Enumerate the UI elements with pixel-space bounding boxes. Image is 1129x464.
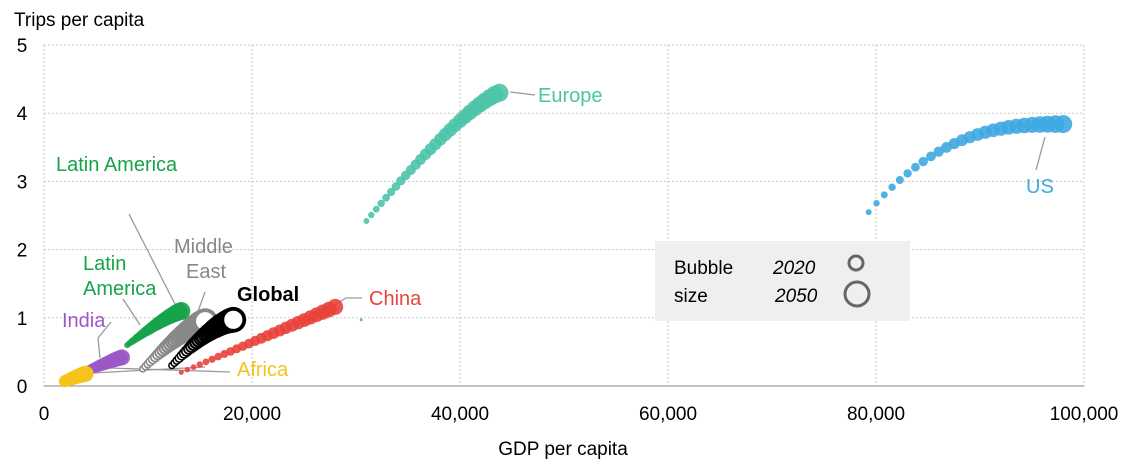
label-connector xyxy=(109,367,231,373)
africa-bubble xyxy=(77,365,94,382)
africa-label: Africa xyxy=(237,359,289,381)
us-bubble xyxy=(911,162,920,172)
label-connector xyxy=(1035,136,1046,171)
latin-america-label-2: Latin America xyxy=(83,253,157,300)
us-bubble xyxy=(903,169,912,178)
legend-circle-2020 xyxy=(847,254,865,272)
y-tick-label: 1 xyxy=(17,309,28,330)
china-bubble xyxy=(208,355,216,363)
x-tick-label: 80,000 xyxy=(847,404,905,425)
bubbles xyxy=(58,83,1073,388)
china-bubble xyxy=(184,367,191,373)
europe-bubble xyxy=(372,205,380,213)
us-bubble xyxy=(865,209,872,216)
y-tick-label: 2 xyxy=(17,241,28,262)
legend-title-line2: size xyxy=(674,286,708,307)
x-tick-label: 100,000 xyxy=(1050,404,1119,425)
tick-labels: 0 1 2 3 4 5 0 20,000 40,000 60,000 80,000 100,000 xyxy=(17,36,1119,425)
grid xyxy=(43,44,1085,387)
x-tick-label: 0 xyxy=(39,404,50,425)
us-bubble xyxy=(918,156,928,167)
x-tick-label: 40,000 xyxy=(431,404,489,425)
us-bubble xyxy=(895,176,904,184)
europe-bubble xyxy=(387,187,396,197)
x-axis-title: GDP per capita xyxy=(498,439,628,460)
latin-america-label: Latin America xyxy=(56,154,178,176)
series-labels: Europe US China Latin America Latin America Mi… xyxy=(56,85,1054,381)
bubble-size-legend: Bubble size 2020 2050 xyxy=(655,241,910,321)
y-axis-title: Trips per capita xyxy=(14,10,145,31)
europe-bubble xyxy=(490,83,509,102)
china-bubble xyxy=(178,369,184,375)
china-label: China xyxy=(369,288,422,310)
label-connector xyxy=(128,213,179,311)
legend-entry-2050: 2050 xyxy=(774,286,818,307)
china-bubble xyxy=(214,352,222,361)
india-bubble xyxy=(114,349,130,366)
europe-bubble xyxy=(377,199,385,208)
middle-east-label: Middle East xyxy=(174,236,233,283)
x-tick-label: 60,000 xyxy=(639,404,697,425)
x-tick-label: 20,000 xyxy=(223,404,281,425)
europe-bubble xyxy=(359,318,363,322)
y-tick-label: 4 xyxy=(17,104,28,125)
china-bubble xyxy=(202,358,210,366)
y-tick-label: 3 xyxy=(17,172,28,193)
legend-title-line1: Bubble xyxy=(674,258,733,279)
latin-america-bubble xyxy=(172,302,191,320)
europe-bubble xyxy=(382,193,390,202)
y-tick-label: 5 xyxy=(17,36,28,57)
europe-bubble xyxy=(363,218,370,224)
us-label: US xyxy=(1026,176,1054,198)
europe-bubble xyxy=(368,211,375,219)
global-label: Global xyxy=(237,284,299,306)
us-bubble xyxy=(873,200,880,207)
label-connector xyxy=(122,298,141,326)
us-bubble xyxy=(926,151,936,162)
europe-label: Europe xyxy=(538,85,603,107)
us-bubble xyxy=(1054,115,1073,134)
china-bubble xyxy=(196,361,203,368)
legend-box xyxy=(655,241,910,321)
us-bubble xyxy=(880,191,888,199)
legend-entry-2020: 2020 xyxy=(772,258,816,279)
legend-circle-2050 xyxy=(843,280,871,308)
global-bubble xyxy=(220,306,247,333)
china-bubble xyxy=(190,364,197,370)
y-tick-label: 0 xyxy=(17,377,28,398)
us-bubble xyxy=(888,183,896,191)
china-bubble xyxy=(327,298,344,315)
india-label: India xyxy=(62,310,106,332)
label-connector xyxy=(509,91,536,96)
us-bubble xyxy=(933,146,944,157)
label-connector xyxy=(97,321,112,359)
